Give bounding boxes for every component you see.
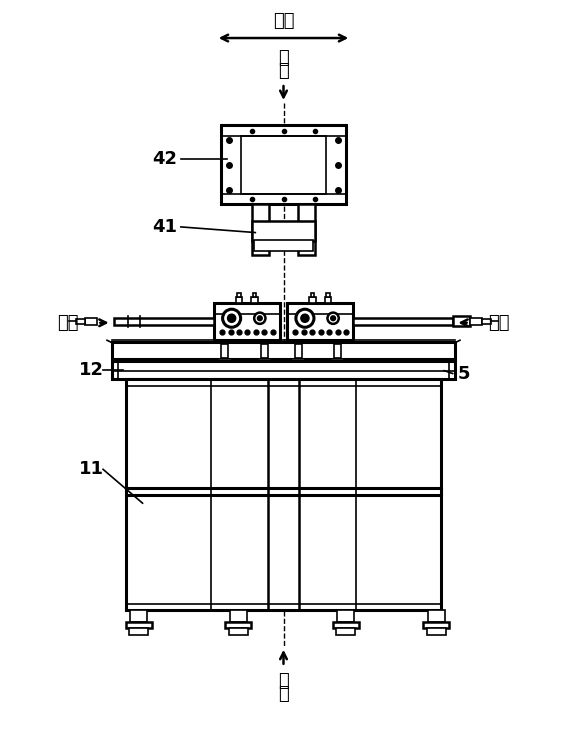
Bar bbox=[85, 318, 98, 325]
Bar bbox=[298, 205, 315, 255]
Bar bbox=[325, 297, 332, 303]
Bar bbox=[112, 361, 455, 379]
Text: 左侧: 左侧 bbox=[57, 314, 79, 332]
Bar bbox=[424, 622, 449, 628]
Bar bbox=[115, 317, 214, 325]
Circle shape bbox=[328, 312, 338, 324]
Bar bbox=[482, 319, 491, 323]
Bar bbox=[218, 359, 232, 368]
Bar bbox=[126, 622, 151, 628]
Bar bbox=[428, 610, 445, 622]
Text: 上: 上 bbox=[278, 49, 289, 66]
Bar bbox=[291, 359, 305, 368]
Bar bbox=[252, 205, 269, 255]
Circle shape bbox=[223, 309, 240, 327]
Bar bbox=[254, 241, 313, 250]
Bar bbox=[260, 368, 268, 371]
Bar bbox=[331, 359, 344, 368]
Bar bbox=[235, 297, 242, 303]
Text: 5: 5 bbox=[458, 365, 470, 382]
Circle shape bbox=[254, 312, 265, 324]
Circle shape bbox=[228, 314, 235, 322]
Bar bbox=[353, 317, 452, 325]
Bar bbox=[309, 297, 316, 303]
Text: 侧: 侧 bbox=[278, 685, 289, 704]
Bar bbox=[222, 344, 229, 359]
Bar bbox=[229, 628, 248, 635]
Bar bbox=[337, 610, 354, 622]
Text: 11: 11 bbox=[79, 460, 104, 478]
Bar bbox=[333, 622, 358, 628]
Bar bbox=[253, 293, 256, 297]
Circle shape bbox=[257, 316, 262, 320]
Bar bbox=[257, 359, 271, 368]
Bar bbox=[112, 342, 455, 359]
Bar bbox=[241, 135, 326, 194]
Bar bbox=[261, 344, 268, 359]
Bar bbox=[287, 303, 353, 340]
Circle shape bbox=[301, 314, 309, 322]
Circle shape bbox=[296, 309, 314, 327]
Bar bbox=[237, 293, 240, 297]
Bar bbox=[251, 297, 258, 303]
Bar bbox=[452, 316, 469, 326]
Bar bbox=[225, 622, 251, 628]
Bar bbox=[311, 293, 314, 297]
Bar bbox=[214, 303, 280, 340]
Bar bbox=[333, 368, 341, 371]
Text: 下: 下 bbox=[278, 672, 289, 689]
Text: 41: 41 bbox=[153, 218, 177, 236]
Bar bbox=[294, 368, 302, 371]
Bar bbox=[295, 344, 302, 359]
Bar bbox=[327, 293, 330, 297]
Bar bbox=[427, 628, 446, 635]
Text: 侧: 侧 bbox=[278, 62, 289, 80]
Bar bbox=[230, 610, 247, 622]
Bar bbox=[126, 379, 441, 610]
Bar bbox=[334, 344, 341, 359]
Text: 42: 42 bbox=[153, 150, 177, 168]
Bar bbox=[221, 368, 229, 371]
Text: 右侧: 右侧 bbox=[488, 314, 510, 332]
Bar bbox=[469, 318, 482, 325]
Bar bbox=[76, 319, 85, 323]
Bar bbox=[336, 628, 355, 635]
Bar bbox=[252, 221, 315, 241]
Bar bbox=[130, 610, 147, 622]
Bar bbox=[222, 125, 345, 205]
Circle shape bbox=[331, 316, 335, 320]
Text: 横向: 横向 bbox=[273, 12, 294, 30]
Text: 12: 12 bbox=[79, 361, 104, 379]
Bar bbox=[129, 628, 148, 635]
